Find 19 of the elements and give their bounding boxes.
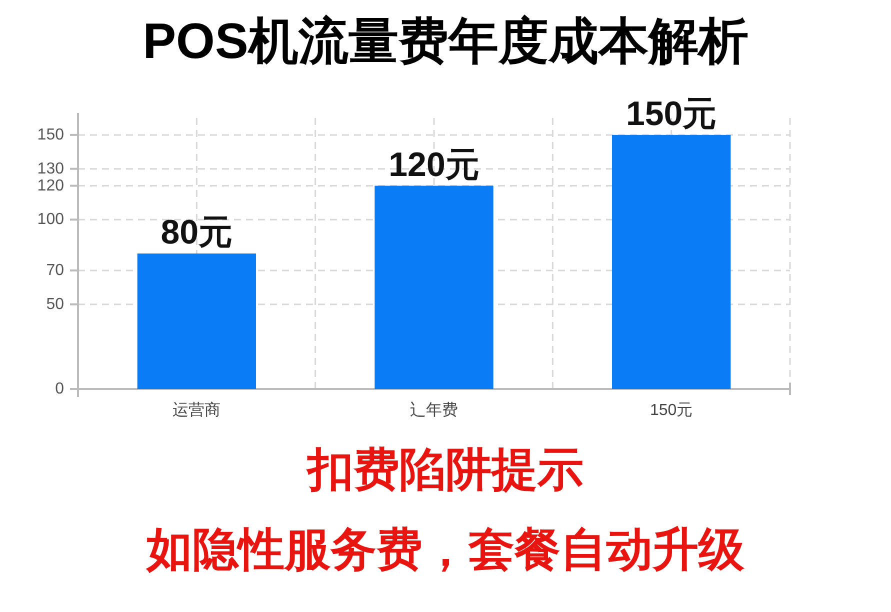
text: 扣费陷阱提示 <box>306 443 584 495</box>
bar <box>137 254 256 389</box>
x-tick-label: 辶年费 <box>410 401 458 419</box>
chart-title: POS机流量费年度成本解析 <box>142 13 748 69</box>
y-tick-label: 130 <box>37 160 64 178</box>
y-tick-label: 0 <box>55 380 64 398</box>
data-label: 150元 <box>626 94 717 133</box>
bar <box>612 134 731 389</box>
x-tick-label: 150元 <box>650 402 693 419</box>
y-tick-label: 150 <box>37 126 64 144</box>
x-tick-label: 运营商 <box>172 401 221 419</box>
data-label: 120元 <box>388 146 480 184</box>
y-tick-label: 100 <box>37 211 64 228</box>
y-tick-label: 70 <box>46 262 64 279</box>
text: 如隐性服务费，套餐自动升级 <box>146 523 746 575</box>
data-label: 80元 <box>160 214 233 252</box>
bar <box>374 186 494 389</box>
y-tick-label: 50 <box>46 296 64 313</box>
y-tick-label: 120 <box>37 177 64 194</box>
